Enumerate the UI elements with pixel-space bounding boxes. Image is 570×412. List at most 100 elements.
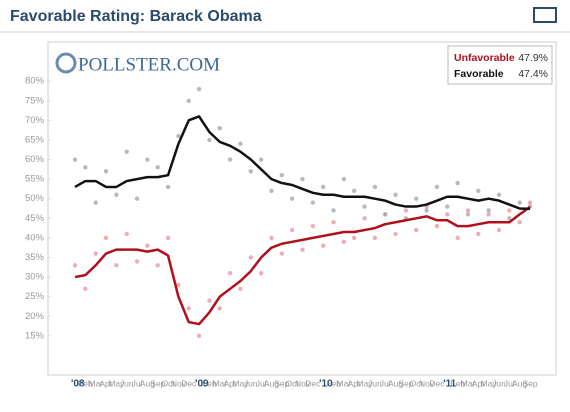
poll-dot <box>134 196 140 201</box>
x-tick-label: May <box>357 378 374 388</box>
x-tick-label: Apr <box>223 378 236 388</box>
x-tick-label: '10 <box>319 379 333 390</box>
x-tick-label: Oct <box>410 378 424 388</box>
poll-dot <box>331 220 336 225</box>
x-tick-label: Dec <box>429 378 445 388</box>
legend-box <box>447 45 553 85</box>
poll-dot <box>476 188 481 194</box>
x-tick-label: Nov <box>171 378 187 388</box>
poll-dot <box>217 306 222 311</box>
poll-dot <box>145 243 150 248</box>
poll-dot <box>248 169 253 174</box>
poll-dot <box>83 165 88 170</box>
poll-dot <box>486 212 491 217</box>
poll-dot <box>186 306 191 311</box>
logo: POLLSTER.COM <box>78 54 220 75</box>
poll-dot <box>424 208 429 213</box>
poll-dot <box>165 184 171 190</box>
poll-dot <box>434 184 440 190</box>
x-tick-label: Jun <box>368 378 382 388</box>
y-tick-label: 50% <box>25 193 45 204</box>
poll-dot <box>352 188 357 194</box>
x-tick-label: Apr <box>99 378 112 388</box>
poll-dot <box>445 212 450 217</box>
x-tick-label: Mar <box>337 378 352 388</box>
x-tick-label: '11 <box>443 379 456 390</box>
x-tick-label: Jun <box>492 378 506 388</box>
x-tick-label: '08 <box>71 379 85 390</box>
poll-dot <box>496 192 502 197</box>
poll-dot <box>83 286 88 292</box>
poll-dot <box>372 184 378 190</box>
x-tick-label: Aug <box>388 378 403 388</box>
x-tick-label: Apr <box>472 378 485 388</box>
x-tick-label: Sep <box>398 378 413 388</box>
poll-dot <box>517 220 522 225</box>
x-tick-label: Jul <box>504 378 515 388</box>
x-tick-label: Nov <box>295 378 311 388</box>
x-tick-label: Sep <box>522 378 537 388</box>
y-tick-label: 80% <box>25 76 45 87</box>
poll-dot <box>134 259 140 264</box>
x-tick-label: Oct <box>286 378 300 388</box>
poll-dot <box>114 192 119 197</box>
poll-dot <box>124 231 129 237</box>
poll-dot <box>465 212 471 217</box>
poll-dot <box>165 235 171 241</box>
trend-line <box>74 205 531 326</box>
poll-dot <box>103 235 109 241</box>
x-tick-label: Dec <box>305 378 321 388</box>
poll-dot <box>279 173 285 178</box>
poll-dot <box>72 263 78 268</box>
poll-dot <box>207 137 212 143</box>
poll-dot <box>320 184 326 190</box>
trend-line <box>74 115 531 211</box>
poll-dot <box>455 180 460 186</box>
poll-dot <box>258 157 264 162</box>
x-tick-label: Feb <box>326 378 341 388</box>
x-tick-label: Dec <box>181 378 197 388</box>
poll-dot <box>238 286 243 292</box>
poll-dot <box>93 251 98 256</box>
legend-label: Unfavorable <box>454 52 515 64</box>
poll-dot <box>352 235 357 241</box>
x-tick-label: Feb <box>450 378 465 388</box>
x-tick-label: Feb <box>78 378 93 388</box>
logo-icon <box>55 52 77 74</box>
legend-label: Favorable <box>454 68 504 80</box>
y-tick-label: 65% <box>25 134 45 145</box>
poll-dot <box>527 200 533 205</box>
poll-dot <box>269 188 274 194</box>
y-tick-label: 30% <box>25 272 45 283</box>
poll-dot <box>434 223 440 229</box>
x-tick-label: Jun <box>244 378 258 388</box>
poll-dot <box>362 204 367 209</box>
y-tick-label: 75% <box>25 95 45 106</box>
poll-dot <box>341 176 347 182</box>
x-tick-label: Jun <box>120 378 134 388</box>
expand-icon[interactable] <box>533 7 557 23</box>
poll-dot <box>383 212 388 217</box>
poll-dot <box>320 243 326 248</box>
poll-dot <box>445 204 450 209</box>
legend: Unfavorable 47.9% Favorable 47.4% <box>447 45 553 85</box>
poll-dot <box>145 157 150 162</box>
x-tick-label: Nov <box>419 378 435 388</box>
poll-dot <box>269 235 274 241</box>
poll-dot <box>517 200 522 205</box>
poll-dot <box>196 333 202 339</box>
x-tick-label: Feb <box>202 378 217 388</box>
poll-dot <box>248 255 253 260</box>
poll-dot <box>331 208 336 213</box>
poll-dot <box>289 227 295 233</box>
poll-dot <box>207 298 212 303</box>
y-tick-label: 45% <box>25 213 45 224</box>
x-tick-label: Mar <box>88 378 103 388</box>
poll-dot <box>372 235 378 241</box>
plot-frame <box>47 41 557 376</box>
x-tick-label: Jul <box>256 378 267 388</box>
poll-dot <box>238 141 243 147</box>
poll-dot <box>507 208 512 213</box>
poll-dot <box>155 263 160 268</box>
